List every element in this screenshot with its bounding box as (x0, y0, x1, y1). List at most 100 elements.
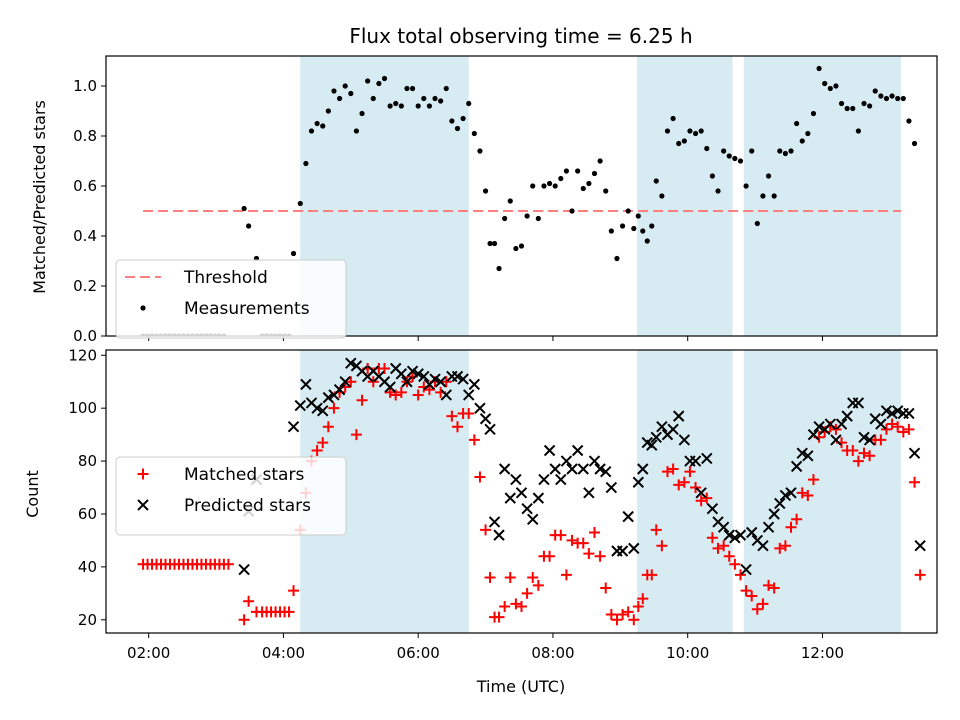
predicted-stars-point (835, 418, 848, 430)
matched-stars-point (468, 434, 480, 446)
predicted-stars-point (774, 497, 786, 510)
measurement-point (644, 238, 650, 244)
top-y-axis-label: Matched/Predicted stars (30, 100, 49, 294)
matched-stars-point (807, 474, 819, 486)
measurement-point (704, 145, 710, 152)
predicted-stars-point (238, 563, 250, 576)
matched-stars-point (588, 526, 600, 538)
predicted-stars-point (317, 405, 329, 417)
predicted-stars-point (300, 378, 312, 391)
measurement-point (586, 180, 592, 187)
matched-stars-point (886, 418, 898, 430)
predicted-stars-point (339, 376, 351, 388)
matched-stars-point (751, 603, 763, 615)
matched-stars-point (238, 614, 250, 626)
matched-stars-point (137, 468, 149, 480)
measurement-point (477, 148, 483, 154)
matched-stars-point (791, 513, 803, 525)
measurement-point (838, 100, 845, 107)
predicted-stars-point (543, 444, 556, 457)
matched-stars-point (723, 550, 735, 562)
y-tick-label: 0.0 (73, 327, 97, 345)
predicted-stars-point (333, 383, 346, 396)
bottom-legend: Matched stars Predicted stars (115, 456, 347, 536)
measurement-point (569, 208, 575, 214)
predicted-stars-point (484, 423, 496, 436)
matched-stars-point (768, 582, 780, 594)
predicted-stars-point (740, 563, 752, 576)
predicted-stars-point (779, 489, 792, 502)
bottom-y-axis-label: Count (23, 470, 42, 518)
matched-stars-point (718, 540, 730, 552)
predicted-stars-point (532, 492, 545, 504)
matched-stars-point (678, 476, 690, 488)
measurement-point (331, 88, 337, 94)
predicted-stars-point (577, 463, 589, 475)
y-tick-label: 80 (78, 452, 97, 470)
measurement-point (640, 228, 646, 234)
matched-stars-point (779, 540, 791, 552)
matched-stars-point (532, 579, 544, 591)
measurement-point (546, 180, 553, 187)
chart-title: Flux total observing time = 6.25 h (349, 24, 692, 48)
measurement-point (715, 188, 721, 194)
measurement-point (726, 153, 732, 159)
predicted-stars-point (678, 434, 691, 446)
measurement-point (487, 240, 493, 247)
measurement-point (861, 100, 867, 107)
measurement-point (771, 193, 777, 199)
matched-stars-point (650, 524, 662, 536)
matched-stars-point (555, 529, 567, 541)
predicted-stars-point (594, 463, 606, 475)
x-tick-label: 04:00 (262, 644, 305, 662)
measurement-point (502, 215, 508, 222)
predicted-stars-point (796, 447, 808, 459)
bottom-panel-frame (105, 349, 938, 634)
measurement-point (558, 175, 564, 182)
measurement-point (608, 228, 614, 234)
matched-stars-point (661, 466, 673, 478)
predicted-stars-point (667, 423, 679, 436)
predicted-stars-point (549, 463, 561, 475)
measurement-point (491, 240, 498, 247)
predicted-stars-point (656, 420, 668, 433)
matched-stars-point (446, 410, 458, 422)
measurement-point (603, 188, 609, 194)
measurement-point (906, 118, 912, 124)
predicted-stars-point (785, 487, 797, 499)
x-tick-label: 10:00 (666, 644, 709, 662)
matched-stars-point (395, 386, 407, 398)
y-tick-label: 0.2 (73, 277, 97, 295)
measurement-point (496, 265, 502, 272)
measurement-point (393, 100, 399, 107)
measurement-point (911, 140, 918, 147)
predicted-stars-point (451, 370, 464, 383)
measurement-point (426, 103, 433, 109)
measurement-point (631, 225, 637, 232)
legend-label: Threshold (183, 268, 268, 288)
observing-window (637, 56, 733, 336)
measurement-point (827, 85, 833, 92)
x-tick-label: 12:00 (801, 644, 844, 662)
matched-stars-point (493, 611, 505, 623)
measurement-point (342, 83, 348, 89)
measurement-point (449, 118, 455, 124)
predicted-stars-point (616, 545, 629, 557)
matched-stars-point (637, 593, 649, 605)
matched-stars-point (283, 606, 295, 618)
measurement-point (900, 95, 906, 102)
measurement-point (348, 90, 354, 97)
matched-stars-point (796, 487, 808, 499)
measurement-point (670, 115, 676, 122)
matched-stars-point (673, 479, 685, 491)
matched-stars-point (451, 421, 463, 433)
measurement-point (353, 128, 360, 134)
matched-stars-point (499, 601, 511, 613)
matched-stars-point (909, 476, 921, 488)
matched-stars-point (746, 590, 758, 602)
predicted-stars-point (729, 532, 741, 544)
measurement-point (471, 130, 477, 137)
measurement-point (387, 103, 393, 109)
measurement-point (563, 168, 570, 174)
legend-box (115, 456, 347, 536)
